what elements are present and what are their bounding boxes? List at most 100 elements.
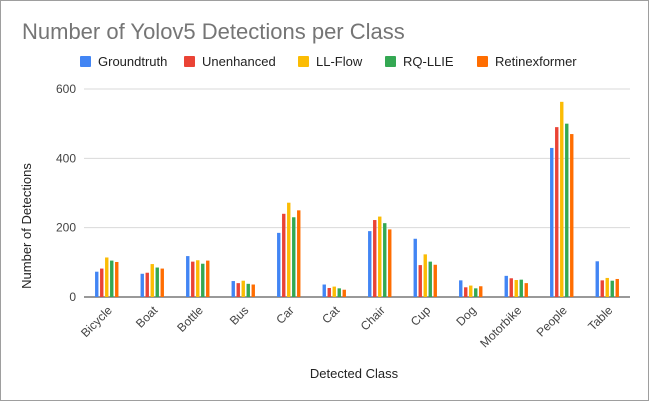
bar: [196, 260, 200, 297]
bar: [550, 147, 554, 297]
bar: [433, 264, 437, 297]
bar: [246, 283, 250, 297]
legend-label: RQ-LLIE: [403, 54, 454, 69]
x-tick-label: Chair: [358, 303, 388, 333]
x-tick-label: Cat: [319, 303, 343, 327]
bar: [191, 261, 195, 297]
bar: [610, 280, 614, 297]
bar: [140, 273, 144, 297]
bar: [155, 267, 159, 297]
bar: [423, 254, 427, 297]
x-tick-label: Bicycle: [78, 303, 115, 340]
y-tick-label: 600: [56, 82, 76, 96]
bar: [277, 232, 281, 297]
bar: [105, 257, 109, 297]
x-tick-label: Table: [585, 303, 615, 333]
x-tick-label: People: [534, 303, 571, 340]
legend: Groundtruth Unenhanced LL-Flow RQ-LLIE Retin…: [80, 54, 577, 69]
bar: [201, 263, 205, 297]
bar: [236, 283, 240, 297]
bar: [282, 213, 286, 297]
x-tick-label: Boat: [133, 303, 161, 331]
bar: [342, 289, 346, 297]
bar: [565, 123, 569, 298]
bar: [524, 283, 528, 297]
bar: [251, 284, 255, 297]
bar: [464, 287, 468, 297]
legend-label: LL-Flow: [316, 54, 363, 69]
bar: [378, 216, 382, 297]
bar: [600, 280, 604, 297]
legend-item: RQ-LLIE: [385, 54, 454, 69]
x-axis-ticks: Bicycle Boat Bottle Bus Car Cat Chair Cup DogMot…: [78, 303, 616, 351]
y-tick-label: 0: [69, 290, 76, 304]
x-tick-label: Bus: [227, 303, 252, 328]
bar: [100, 268, 104, 297]
bar: [368, 231, 372, 297]
bar: [413, 238, 417, 297]
legend-item: Unenhanced: [184, 54, 276, 69]
y-tick-label: 200: [56, 221, 76, 235]
bars: [95, 101, 619, 298]
bar: [332, 286, 336, 297]
chart-title: Number of Yolov5 Detections per Class: [22, 19, 405, 44]
bar: [322, 284, 326, 297]
legend-label: Groundtruth: [98, 54, 167, 69]
bar: [206, 260, 210, 297]
bar: [373, 220, 377, 297]
bar: [95, 271, 99, 297]
legend-swatch: [298, 56, 309, 67]
legend-swatch: [385, 56, 396, 67]
bar: [479, 286, 483, 297]
bar: [287, 202, 291, 297]
bar: [292, 217, 296, 297]
bar: [383, 223, 387, 297]
bar: [555, 127, 559, 297]
legend-swatch: [477, 56, 488, 67]
bar: [459, 280, 463, 297]
bar: [418, 265, 422, 297]
bar: [469, 285, 473, 297]
bar: [186, 256, 190, 297]
legend-item: LL-Flow: [298, 54, 363, 69]
bar: [337, 288, 341, 297]
y-tick-label: 400: [56, 151, 76, 165]
y-axis-ticks: 0 200 400 600: [56, 82, 76, 304]
gridlines: [84, 88, 630, 298]
bar: [145, 272, 149, 297]
bar: [327, 287, 331, 297]
legend-label: Unenhanced: [202, 54, 276, 69]
x-tick-label: Dog: [453, 303, 478, 328]
bar: [160, 268, 164, 297]
bar: [519, 279, 523, 297]
x-tick-label: Motorbike: [477, 303, 524, 350]
bar: [297, 210, 301, 297]
y-axis-label: Number of Detections: [19, 163, 34, 289]
x-tick-label: Car: [273, 303, 297, 327]
bar: [115, 261, 119, 297]
bar: [605, 277, 609, 297]
bar: [509, 278, 513, 297]
bar: [570, 134, 574, 297]
bar: [474, 288, 478, 297]
legend-swatch: [80, 56, 91, 67]
bar: [388, 229, 392, 297]
bar: [231, 281, 235, 297]
bar: [150, 264, 154, 297]
bar: [428, 261, 432, 297]
x-axis-label: Detected Class: [310, 366, 399, 381]
legend-swatch: [184, 56, 195, 67]
x-tick-label: Bottle: [174, 303, 206, 335]
legend-label: Retinexformer: [495, 54, 577, 69]
bar: [241, 280, 245, 297]
x-tick-label: Cup: [408, 303, 434, 329]
bar: [504, 275, 508, 297]
bar: [110, 260, 114, 297]
bar: [514, 280, 518, 297]
bar: [615, 278, 619, 297]
legend-item: Retinexformer: [477, 54, 577, 69]
bar: [560, 101, 564, 298]
legend-item: Groundtruth: [80, 54, 167, 69]
